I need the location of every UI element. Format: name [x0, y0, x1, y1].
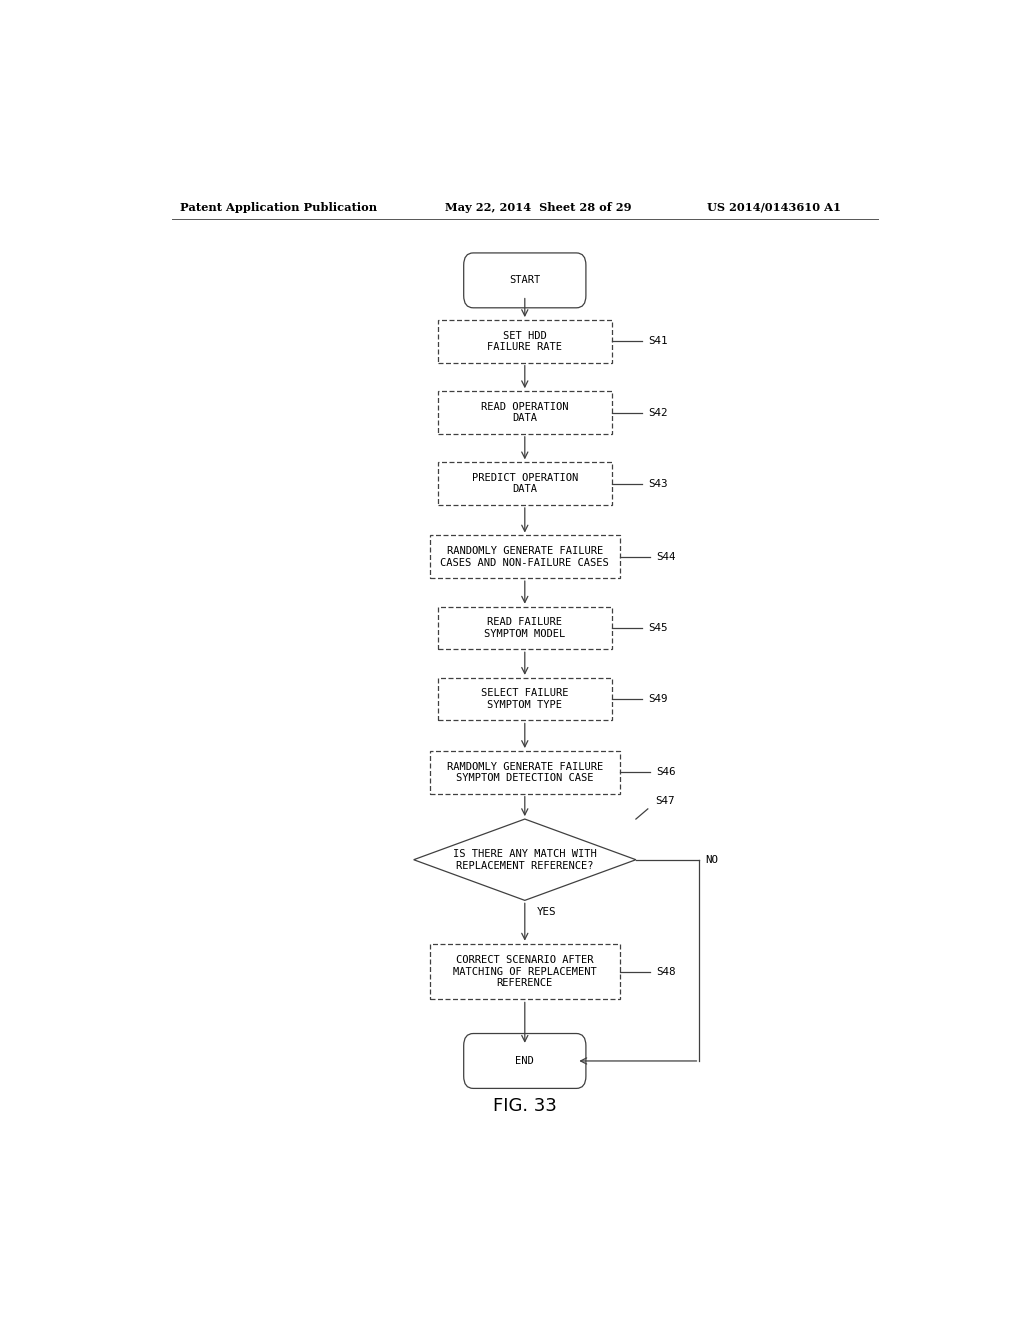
FancyBboxPatch shape [437, 391, 612, 434]
Text: US 2014/0143610 A1: US 2014/0143610 A1 [708, 202, 842, 213]
Text: END: END [515, 1056, 535, 1067]
Text: SELECT FAILURE
SYMPTOM TYPE: SELECT FAILURE SYMPTOM TYPE [481, 688, 568, 710]
Text: S41: S41 [648, 337, 668, 346]
Text: May 22, 2014  Sheet 28 of 29: May 22, 2014 Sheet 28 of 29 [445, 202, 632, 213]
FancyBboxPatch shape [430, 536, 620, 578]
Text: S44: S44 [656, 552, 676, 562]
Text: RAMDOMLY GENERATE FAILURE
SYMPTOM DETECTION CASE: RAMDOMLY GENERATE FAILURE SYMPTOM DETECT… [446, 762, 603, 783]
Text: READ OPERATION
DATA: READ OPERATION DATA [481, 401, 568, 424]
FancyBboxPatch shape [430, 751, 620, 793]
FancyBboxPatch shape [464, 253, 586, 308]
Text: START: START [509, 276, 541, 285]
Text: S42: S42 [648, 408, 668, 417]
Text: PREDICT OPERATION
DATA: PREDICT OPERATION DATA [472, 473, 578, 495]
Text: S43: S43 [648, 479, 668, 488]
FancyBboxPatch shape [437, 607, 612, 649]
Text: RANDOMLY GENERATE FAILURE
CASES AND NON-FAILURE CASES: RANDOMLY GENERATE FAILURE CASES AND NON-… [440, 546, 609, 568]
Text: S46: S46 [656, 767, 676, 777]
Text: S48: S48 [656, 966, 676, 977]
FancyBboxPatch shape [464, 1034, 586, 1089]
Text: CORRECT SCENARIO AFTER
MATCHING OF REPLACEMENT
REFERENCE: CORRECT SCENARIO AFTER MATCHING OF REPLA… [453, 954, 597, 989]
Text: YES: YES [537, 907, 556, 917]
Text: SET HDD
FAILURE RATE: SET HDD FAILURE RATE [487, 330, 562, 352]
Text: IS THERE ANY MATCH WITH
REPLACEMENT REFERENCE?: IS THERE ANY MATCH WITH REPLACEMENT REFE… [453, 849, 597, 870]
Text: NO: NO [706, 855, 719, 865]
Text: READ FAILURE
SYMPTOM MODEL: READ FAILURE SYMPTOM MODEL [484, 618, 565, 639]
Text: Patent Application Publication: Patent Application Publication [179, 202, 377, 213]
Text: FIG. 33: FIG. 33 [493, 1097, 557, 1114]
FancyBboxPatch shape [437, 319, 612, 363]
Text: S45: S45 [648, 623, 668, 634]
FancyBboxPatch shape [430, 944, 620, 999]
Text: S49: S49 [648, 694, 668, 704]
FancyBboxPatch shape [437, 677, 612, 721]
Polygon shape [414, 818, 636, 900]
Text: S47: S47 [655, 796, 675, 805]
FancyBboxPatch shape [437, 462, 612, 506]
